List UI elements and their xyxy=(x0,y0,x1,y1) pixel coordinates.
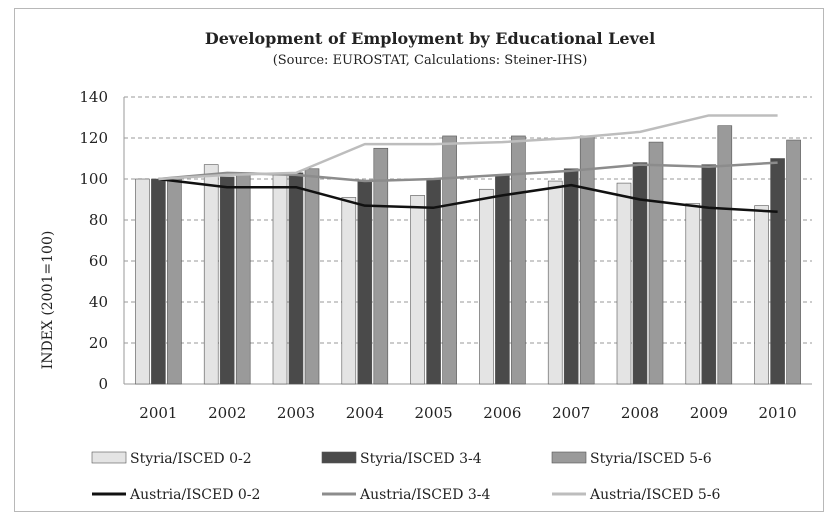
legend: Styria/ISCED 0-2 Styria/ISCED 3-4 Styria/I… xyxy=(91,451,721,503)
x-tick-label: 2008 xyxy=(621,404,659,422)
bar-styria-isced-0-2-2002 xyxy=(203,164,219,385)
x-tick-label: 2003 xyxy=(277,404,315,422)
bar-styria-isced-3-4-2009 xyxy=(701,164,717,385)
bar-styria-isced-5-6-2007 xyxy=(579,135,595,385)
line-austria-isced-3-4 xyxy=(158,161,778,183)
line-austria-isced-0-2 xyxy=(158,177,778,214)
x-tick-label: 2009 xyxy=(690,404,728,422)
bar-styria-isced-0-2-2005 xyxy=(410,195,425,385)
chart-subtitle: (Source: EUROSTAT, Calculations: Steiner… xyxy=(273,53,588,68)
bar-styria-isced-3-4-2003 xyxy=(288,172,304,385)
x-tick-label: 2006 xyxy=(483,404,521,422)
x-tick-labels: 2001 2002 2003 2004 2005 2006 2007 2008 2009 2010 xyxy=(139,404,796,422)
bar-styria-isced-3-4-2001 xyxy=(151,178,166,385)
x-tick-label: 2004 xyxy=(346,404,384,422)
bar-styria-isced-0-2-2003 xyxy=(272,172,288,385)
y-tick-label: 0 xyxy=(98,375,108,393)
y-tick-label: 80 xyxy=(89,211,108,229)
bar-styria-isced-5-6-2005 xyxy=(442,135,457,385)
legend-swatch xyxy=(91,451,127,464)
bar-styria-isced-0-2-2006 xyxy=(479,188,494,385)
y-axis-label: INDEX (2001=100) xyxy=(40,231,56,370)
y-tick-labels: 0 20 40 60 80 100 120 140 xyxy=(79,88,108,393)
bar-styria-isced-5-6-2010 xyxy=(786,139,801,385)
bar-styria-isced-3-4-2007 xyxy=(563,168,579,385)
bars xyxy=(135,125,801,385)
x-tick-label: 2010 xyxy=(759,404,797,422)
y-tick-label: 20 xyxy=(89,334,108,352)
bar-styria-isced-5-6-2004 xyxy=(373,147,389,385)
x-tick-label: 2007 xyxy=(552,404,590,422)
bar-styria-isced-5-6-2009 xyxy=(717,125,733,385)
bar-styria-isced-0-2-2007 xyxy=(547,180,563,385)
bar-styria-isced-0-2-2008 xyxy=(616,182,632,385)
series-lines xyxy=(158,114,778,214)
legend-label: Styria/ISCED 5-6 xyxy=(590,451,712,467)
bar-styria-isced-0-2-2009 xyxy=(685,203,701,385)
bar-styria-isced-5-6-2001 xyxy=(167,178,182,385)
bar-styria-isced-5-6-2006 xyxy=(511,135,526,385)
bar-styria-isced-5-6-2003 xyxy=(304,168,320,385)
bar-styria-isced-5-6-2008 xyxy=(648,141,664,385)
y-tick-label: 120 xyxy=(79,129,108,147)
legend-label: Styria/ISCED 0-2 xyxy=(130,451,252,467)
bar-styria-isced-3-4-2008 xyxy=(632,162,648,385)
bar-styria-isced-3-4-2005 xyxy=(426,178,441,385)
legend-swatch xyxy=(551,451,587,464)
y-tick-label: 60 xyxy=(89,252,108,270)
line-austria-isced-5-6 xyxy=(158,114,778,181)
bar-styria-isced-3-4-2004 xyxy=(357,180,373,385)
y-tick-label: 100 xyxy=(79,170,108,188)
legend-label: Austria/ISCED 0-2 xyxy=(129,487,260,503)
x-tick-label: 2001 xyxy=(139,404,177,422)
bar-styria-isced-5-6-2002 xyxy=(235,172,251,385)
legend-label: Styria/ISCED 3-4 xyxy=(360,451,482,467)
bar-styria-isced-0-2-2010 xyxy=(754,205,769,385)
x-tick-label: 2002 xyxy=(208,404,246,422)
bar-styria-isced-3-4-2006 xyxy=(495,174,510,385)
y-tick-label: 140 xyxy=(79,88,108,106)
bar-styria-isced-3-4-2002 xyxy=(219,176,235,385)
bar-styria-isced-3-4-2010 xyxy=(770,158,785,385)
legend-swatch xyxy=(321,451,357,464)
y-tick-label: 40 xyxy=(89,293,108,311)
x-tick-label: 2005 xyxy=(415,404,453,422)
bar-styria-isced-0-2-2001 xyxy=(135,178,150,385)
bar-styria-isced-0-2-2004 xyxy=(341,197,357,385)
chart-title: Development of Employment by Educational… xyxy=(205,29,655,48)
legend-label: Austria/ISCED 5-6 xyxy=(589,487,721,503)
legend-label: Austria/ISCED 3-4 xyxy=(359,487,491,503)
